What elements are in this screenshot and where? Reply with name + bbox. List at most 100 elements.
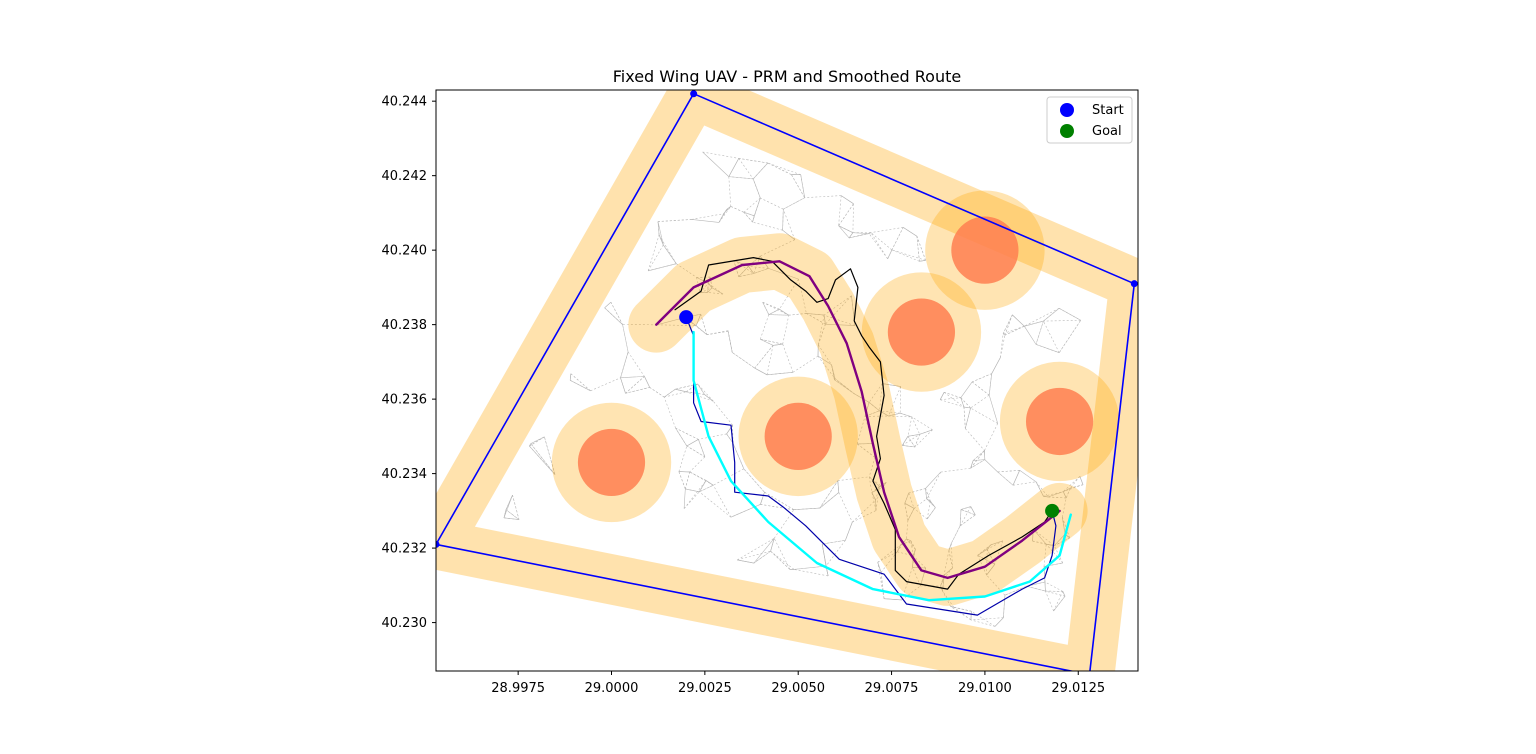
- prm-edge: [970, 617, 1004, 621]
- prm-edge: [960, 397, 965, 408]
- prm-edge: [748, 266, 769, 269]
- prm-edge: [1045, 544, 1064, 564]
- prm-edge: [766, 372, 794, 376]
- prm-edge: [1004, 325, 1025, 336]
- prm-edge: [970, 459, 985, 469]
- prm-edge: [868, 476, 880, 487]
- prm-edge: [963, 407, 966, 429]
- prm-edge: [902, 436, 909, 446]
- prm-edge: [544, 436, 556, 475]
- prm-edge: [737, 538, 775, 561]
- prm-edge: [762, 302, 789, 316]
- prm-edge: [963, 407, 966, 429]
- prm-edge: [837, 480, 840, 493]
- prm-edge: [699, 480, 707, 492]
- prm-edge: [906, 538, 912, 542]
- prm-edge: [1044, 581, 1063, 592]
- prm-edge: [960, 509, 976, 516]
- prm-edge: [1079, 476, 1084, 485]
- legend-start-label: Start: [1092, 103, 1124, 118]
- prm-edge: [505, 509, 520, 520]
- prm-edge: [868, 402, 880, 412]
- prm-edge: [907, 416, 913, 437]
- prm-edge: [896, 544, 901, 552]
- x-tick-label: 29.0125: [1051, 681, 1105, 696]
- prm-edge: [800, 174, 805, 198]
- prm-edge: [512, 495, 520, 520]
- markers: [679, 310, 1060, 518]
- prm-edge: [590, 377, 621, 392]
- x-tick-label: 29.0000: [585, 681, 639, 696]
- prm-edge: [971, 373, 992, 383]
- prm-edge: [1045, 590, 1054, 612]
- prm-edge: [1043, 308, 1060, 322]
- prm-edge: [953, 607, 972, 621]
- prm-edge: [770, 550, 791, 570]
- prm-edge: [1063, 487, 1071, 492]
- prm-edge: [916, 236, 926, 261]
- prm-edge: [748, 266, 754, 274]
- prm-edge: [737, 559, 754, 564]
- obstacle: [887, 298, 956, 366]
- prm-edge: [706, 330, 729, 335]
- legend-goal-marker: [1060, 124, 1074, 138]
- prm-edge: [675, 388, 687, 393]
- prm-edge: [838, 225, 850, 239]
- prm-edge: [1024, 320, 1044, 327]
- prm-edge: [1035, 344, 1060, 353]
- route-prm-blue: [685, 316, 1057, 616]
- prm-edge: [700, 314, 708, 335]
- prm-edge: [696, 277, 701, 293]
- prm-edge: [879, 383, 883, 411]
- prm-edge: [686, 445, 706, 458]
- prm-edge: [620, 351, 629, 378]
- prm-edge: [817, 355, 832, 365]
- route-smoothed-purple: [655, 260, 1061, 580]
- prm-edge: [845, 521, 853, 541]
- prm-edge: [944, 392, 961, 398]
- prm-edge: [1043, 491, 1064, 497]
- prm-edge: [972, 450, 985, 461]
- prm-edge: [686, 391, 705, 395]
- prm-edge: [900, 412, 912, 418]
- prm-edge: [706, 330, 729, 335]
- prm-edge: [913, 549, 916, 556]
- prm-edge: [705, 480, 714, 486]
- prm-edge: [910, 540, 914, 556]
- prm-edge: [948, 550, 953, 568]
- prm-edge: [971, 611, 996, 627]
- prm-edge: [743, 468, 765, 493]
- prm-edge: [988, 395, 998, 424]
- prm-edge: [907, 508, 915, 521]
- prm-edge: [792, 355, 819, 373]
- prm-edge: [783, 209, 796, 240]
- prm-edge: [728, 176, 732, 207]
- prm-edge: [683, 480, 707, 509]
- prm-edge: [904, 503, 915, 509]
- prm-edge: [699, 484, 714, 493]
- prm-edge: [707, 292, 724, 295]
- prm-edge: [831, 364, 836, 379]
- prm-edge: [727, 331, 733, 353]
- prm-edge: [798, 279, 807, 314]
- prm-edge: [823, 295, 852, 316]
- prm-edge: [505, 494, 513, 510]
- prm-edge: [818, 315, 825, 345]
- prm-edge: [625, 376, 645, 394]
- prm-edge: [838, 492, 853, 523]
- prm-edge: [698, 439, 706, 458]
- prm-edge: [768, 308, 780, 315]
- prm-edge: [738, 158, 768, 164]
- prm-edge: [1048, 496, 1067, 499]
- prm-edge: [1053, 596, 1066, 612]
- prm-edge: [817, 355, 836, 379]
- goal-marker: [1045, 503, 1060, 518]
- prm-edge: [1002, 314, 1013, 334]
- prm-edge: [707, 283, 709, 293]
- prm-edge: [678, 471, 686, 490]
- boundary-vertex: [1130, 280, 1138, 288]
- prm-edge: [663, 244, 677, 264]
- prm-edge: [920, 567, 926, 586]
- prm-edge: [977, 555, 995, 565]
- prm-edge: [904, 492, 909, 504]
